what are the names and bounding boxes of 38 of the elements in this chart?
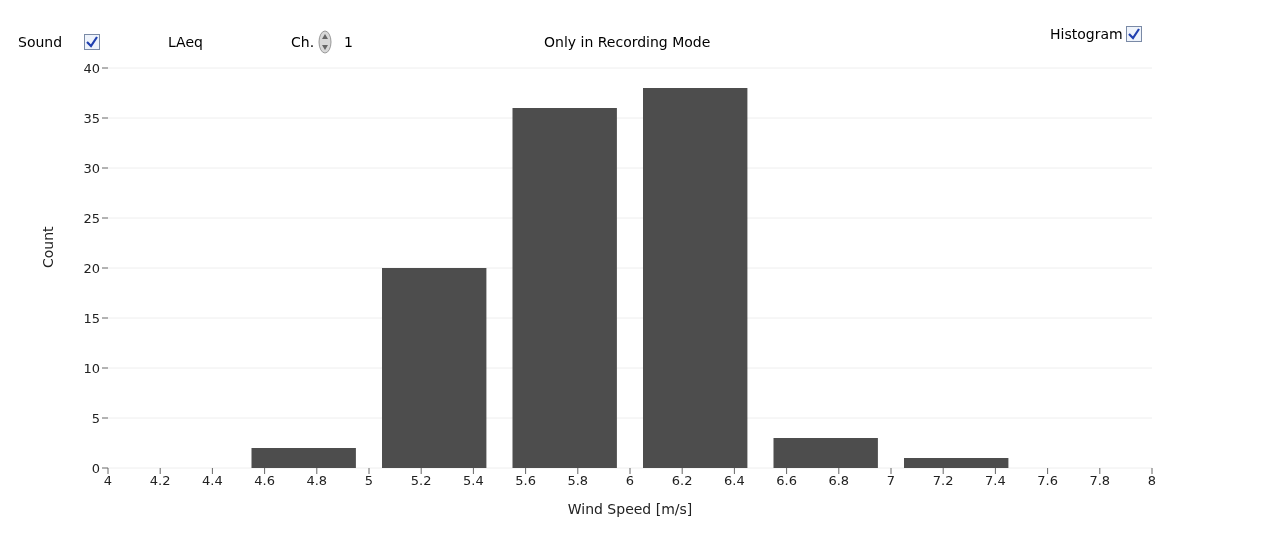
x-tick-label: 4.2 (149, 473, 171, 489)
x-tick-label: 5.2 (410, 473, 432, 489)
x-tick-label: 4.8 (306, 473, 328, 489)
x-tick-label: 4.4 (202, 473, 223, 489)
text: Histogram (1050, 26, 1123, 42)
x-tick-label: 8 (1147, 473, 1157, 489)
y-tick-label: 10 (83, 360, 100, 376)
y-tick-label: 0 (91, 460, 100, 476)
y-tick-label: 5 (91, 410, 100, 426)
text: LAeq (168, 34, 203, 50)
y-tick-label: 40 (83, 60, 100, 76)
y-tick-label: 15 (83, 310, 100, 326)
text: Ch. (291, 34, 315, 50)
x-tick-label: 5.6 (515, 473, 536, 489)
text: Sound (18, 34, 63, 50)
x-tick-label: 7.6 (1037, 473, 1058, 489)
y-tick-label: 20 (83, 260, 100, 276)
x-tick-label: 6 (625, 473, 635, 489)
x-tick-label: 5.4 (463, 473, 484, 489)
x-tick-label: 7.2 (932, 473, 954, 489)
x-tick-label: 5.8 (567, 473, 589, 489)
x-tick-label: 6.4 (724, 473, 745, 489)
x-tick-label: 6.2 (671, 473, 693, 489)
x-tick-label: 4 (103, 473, 113, 489)
x-tick-label: 5 (364, 473, 374, 489)
y-axis-title: Count (39, 225, 56, 268)
x-tick-label: 7.4 (985, 473, 1006, 489)
x-tick-label: 7.8 (1089, 473, 1111, 489)
x-tick-label: 6.8 (828, 473, 850, 489)
text: Only in Recording Mode (544, 34, 711, 50)
x-tick-label: 6.6 (776, 473, 797, 489)
y-tick-label: 30 (83, 160, 100, 176)
x-tick-label: 7 (886, 473, 896, 489)
y-tick-label: 25 (83, 210, 100, 226)
x-axis-title: Wind Speed [m/s] (567, 501, 693, 517)
text: 1 (344, 34, 353, 50)
x-tick-label: 4.6 (254, 473, 275, 489)
y-tick-label: 35 (83, 110, 100, 126)
